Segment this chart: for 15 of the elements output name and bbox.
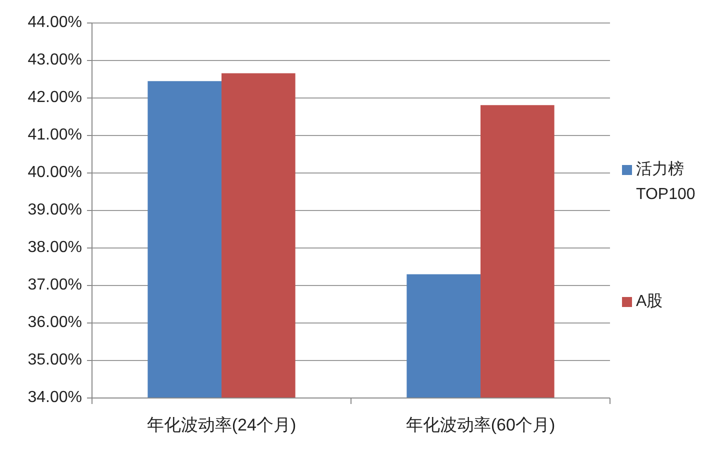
y-tick-label: 38.00% (28, 239, 82, 256)
y-tick-label: 43.00% (28, 52, 82, 69)
y-tick-label: 37.00% (28, 276, 82, 294)
y-tick-label: 39.00% (28, 202, 82, 219)
y-tick-label: 40.00% (28, 164, 82, 182)
y-tick-label: 44.00% (28, 14, 82, 32)
y-tick-label: 34.00% (28, 389, 82, 406)
y-tick-label: 36.00% (28, 314, 82, 332)
x-tick-label: 年化波动率(60个月) (406, 415, 556, 434)
y-tick-label: 42.00% (28, 89, 82, 106)
legend-label: 活力榜 TOP100 (636, 160, 696, 204)
y-tick-label: 35.00% (28, 352, 82, 369)
legend-label: A股 (636, 293, 663, 310)
x-tick-label: 年化波动率(24个月) (146, 415, 296, 434)
y-tick-label: 41.00% (28, 126, 82, 144)
